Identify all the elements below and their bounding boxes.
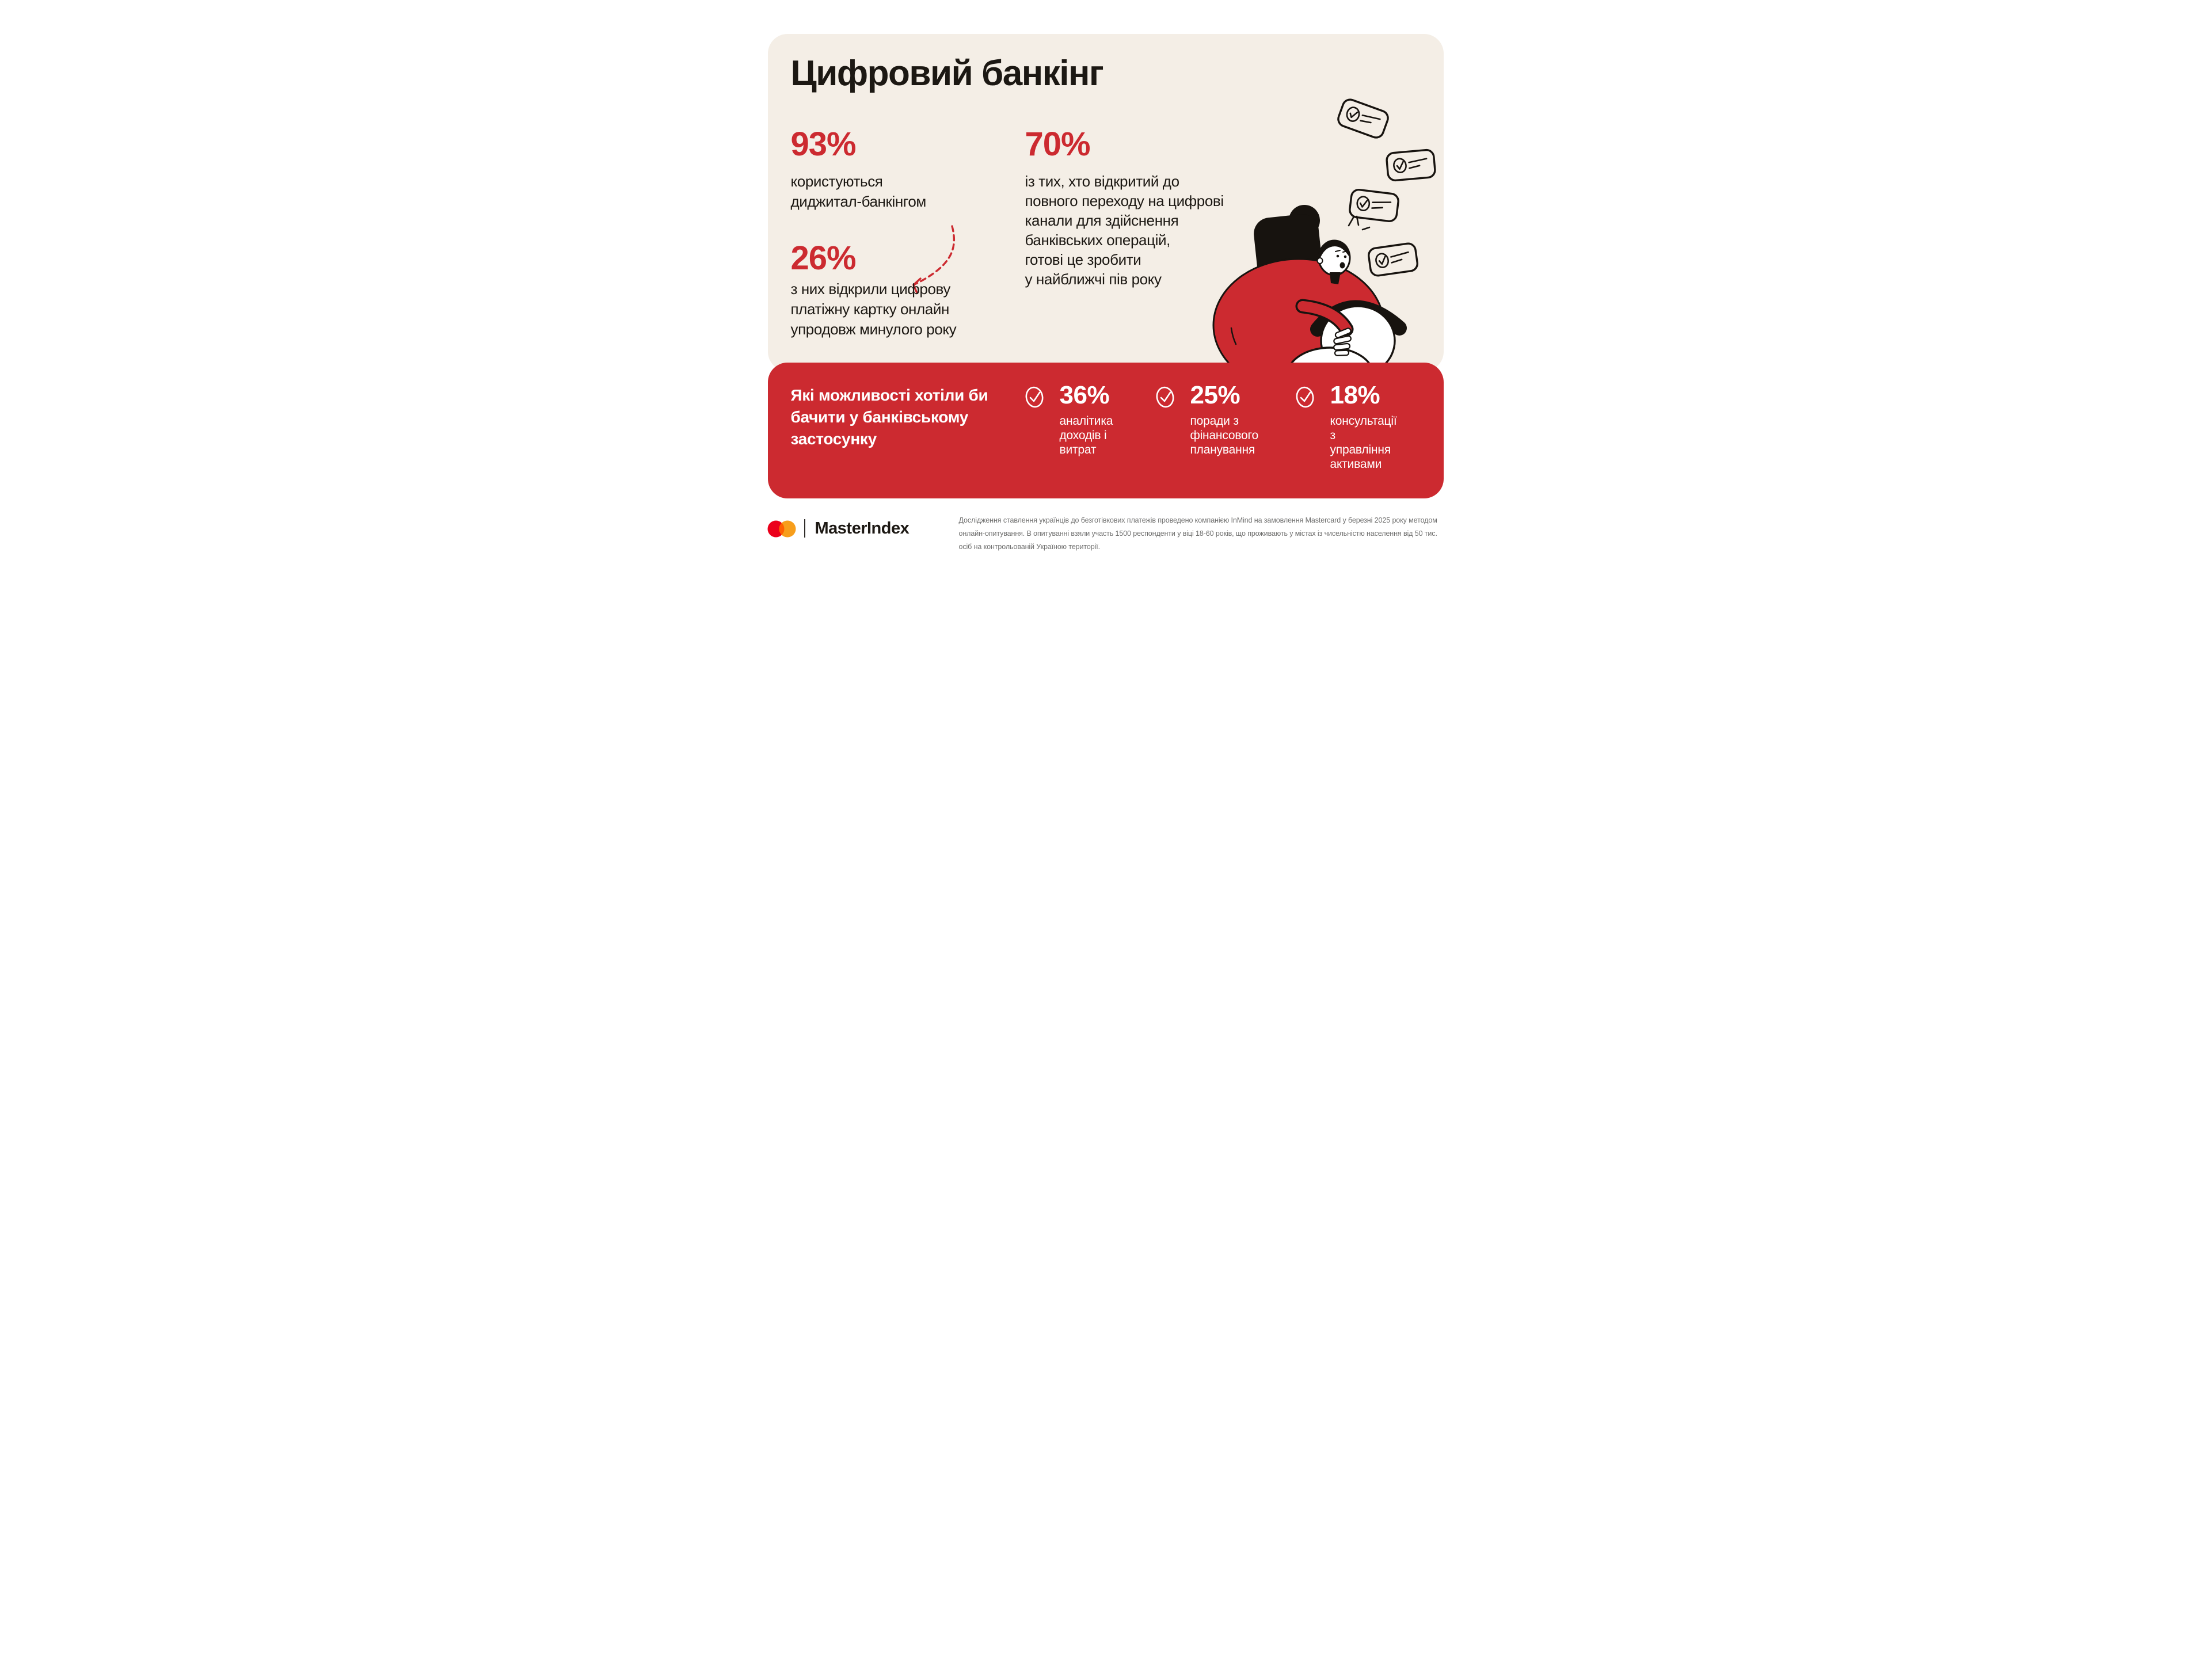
- flying-card-icon: [1367, 242, 1418, 277]
- red-section-heading: Які можливості хотіли би бачити у банків…: [790, 386, 988, 448]
- check-circle-icon: [1296, 386, 1314, 408]
- red-item-label: аналітика доходів і витрат: [1059, 414, 1113, 457]
- methodology-note: Дослідження ставлення українців до безго…: [958, 516, 1437, 551]
- stat-caption: із тих, хто відкритий до повного переход…: [1025, 173, 1224, 288]
- logo-divider: [804, 519, 805, 538]
- red-item-label: поради з фінансового планування: [1190, 414, 1259, 457]
- check-circle-icon: [1025, 386, 1043, 408]
- sparkle-icon: [1348, 215, 1370, 231]
- flying-card-icon: [1385, 148, 1436, 182]
- page-title: Цифровий банкінг: [790, 54, 1104, 93]
- stat-value: 70%: [1025, 125, 1091, 163]
- red-item-value: 18%: [1330, 381, 1380, 409]
- mastercard-circles-icon: [767, 520, 796, 538]
- flying-card-icon: [1348, 188, 1399, 223]
- stat-value: 26%: [790, 239, 857, 277]
- red-item-value: 36%: [1059, 381, 1110, 409]
- stat-ready-full-digital: 70% із тих, хто відкритий до повного пер…: [1025, 128, 1224, 289]
- check-circle-icon: [1156, 386, 1174, 408]
- flying-card-icon: [1337, 98, 1389, 139]
- woman-illustration: [1212, 205, 1407, 363]
- stat-caption: користуються диджитал-банкінгом: [790, 173, 927, 210]
- stat-caption: з них відкрили цифрову платіжну картку о…: [790, 280, 957, 338]
- stat-opened-digital-card: 26% з них відкрили цифрову платіжну карт…: [791, 242, 957, 340]
- stat-digital-banking-users: 93% користуються диджитал-банкінгом: [790, 125, 927, 212]
- stat-value: 93%: [790, 125, 857, 163]
- illustration-woman-cards: [1212, 98, 1436, 363]
- brand-name: MasterIndex: [815, 519, 909, 538]
- red-panel: [767, 363, 1444, 498]
- dashed-curved-arrow-icon: [912, 225, 955, 294]
- red-item-label: консультації з управління активами: [1330, 414, 1397, 471]
- red-item-value: 25%: [1190, 381, 1240, 409]
- infographic-canvas: Цифровий банкінг 93% користуються диджит…: [737, 0, 1474, 560]
